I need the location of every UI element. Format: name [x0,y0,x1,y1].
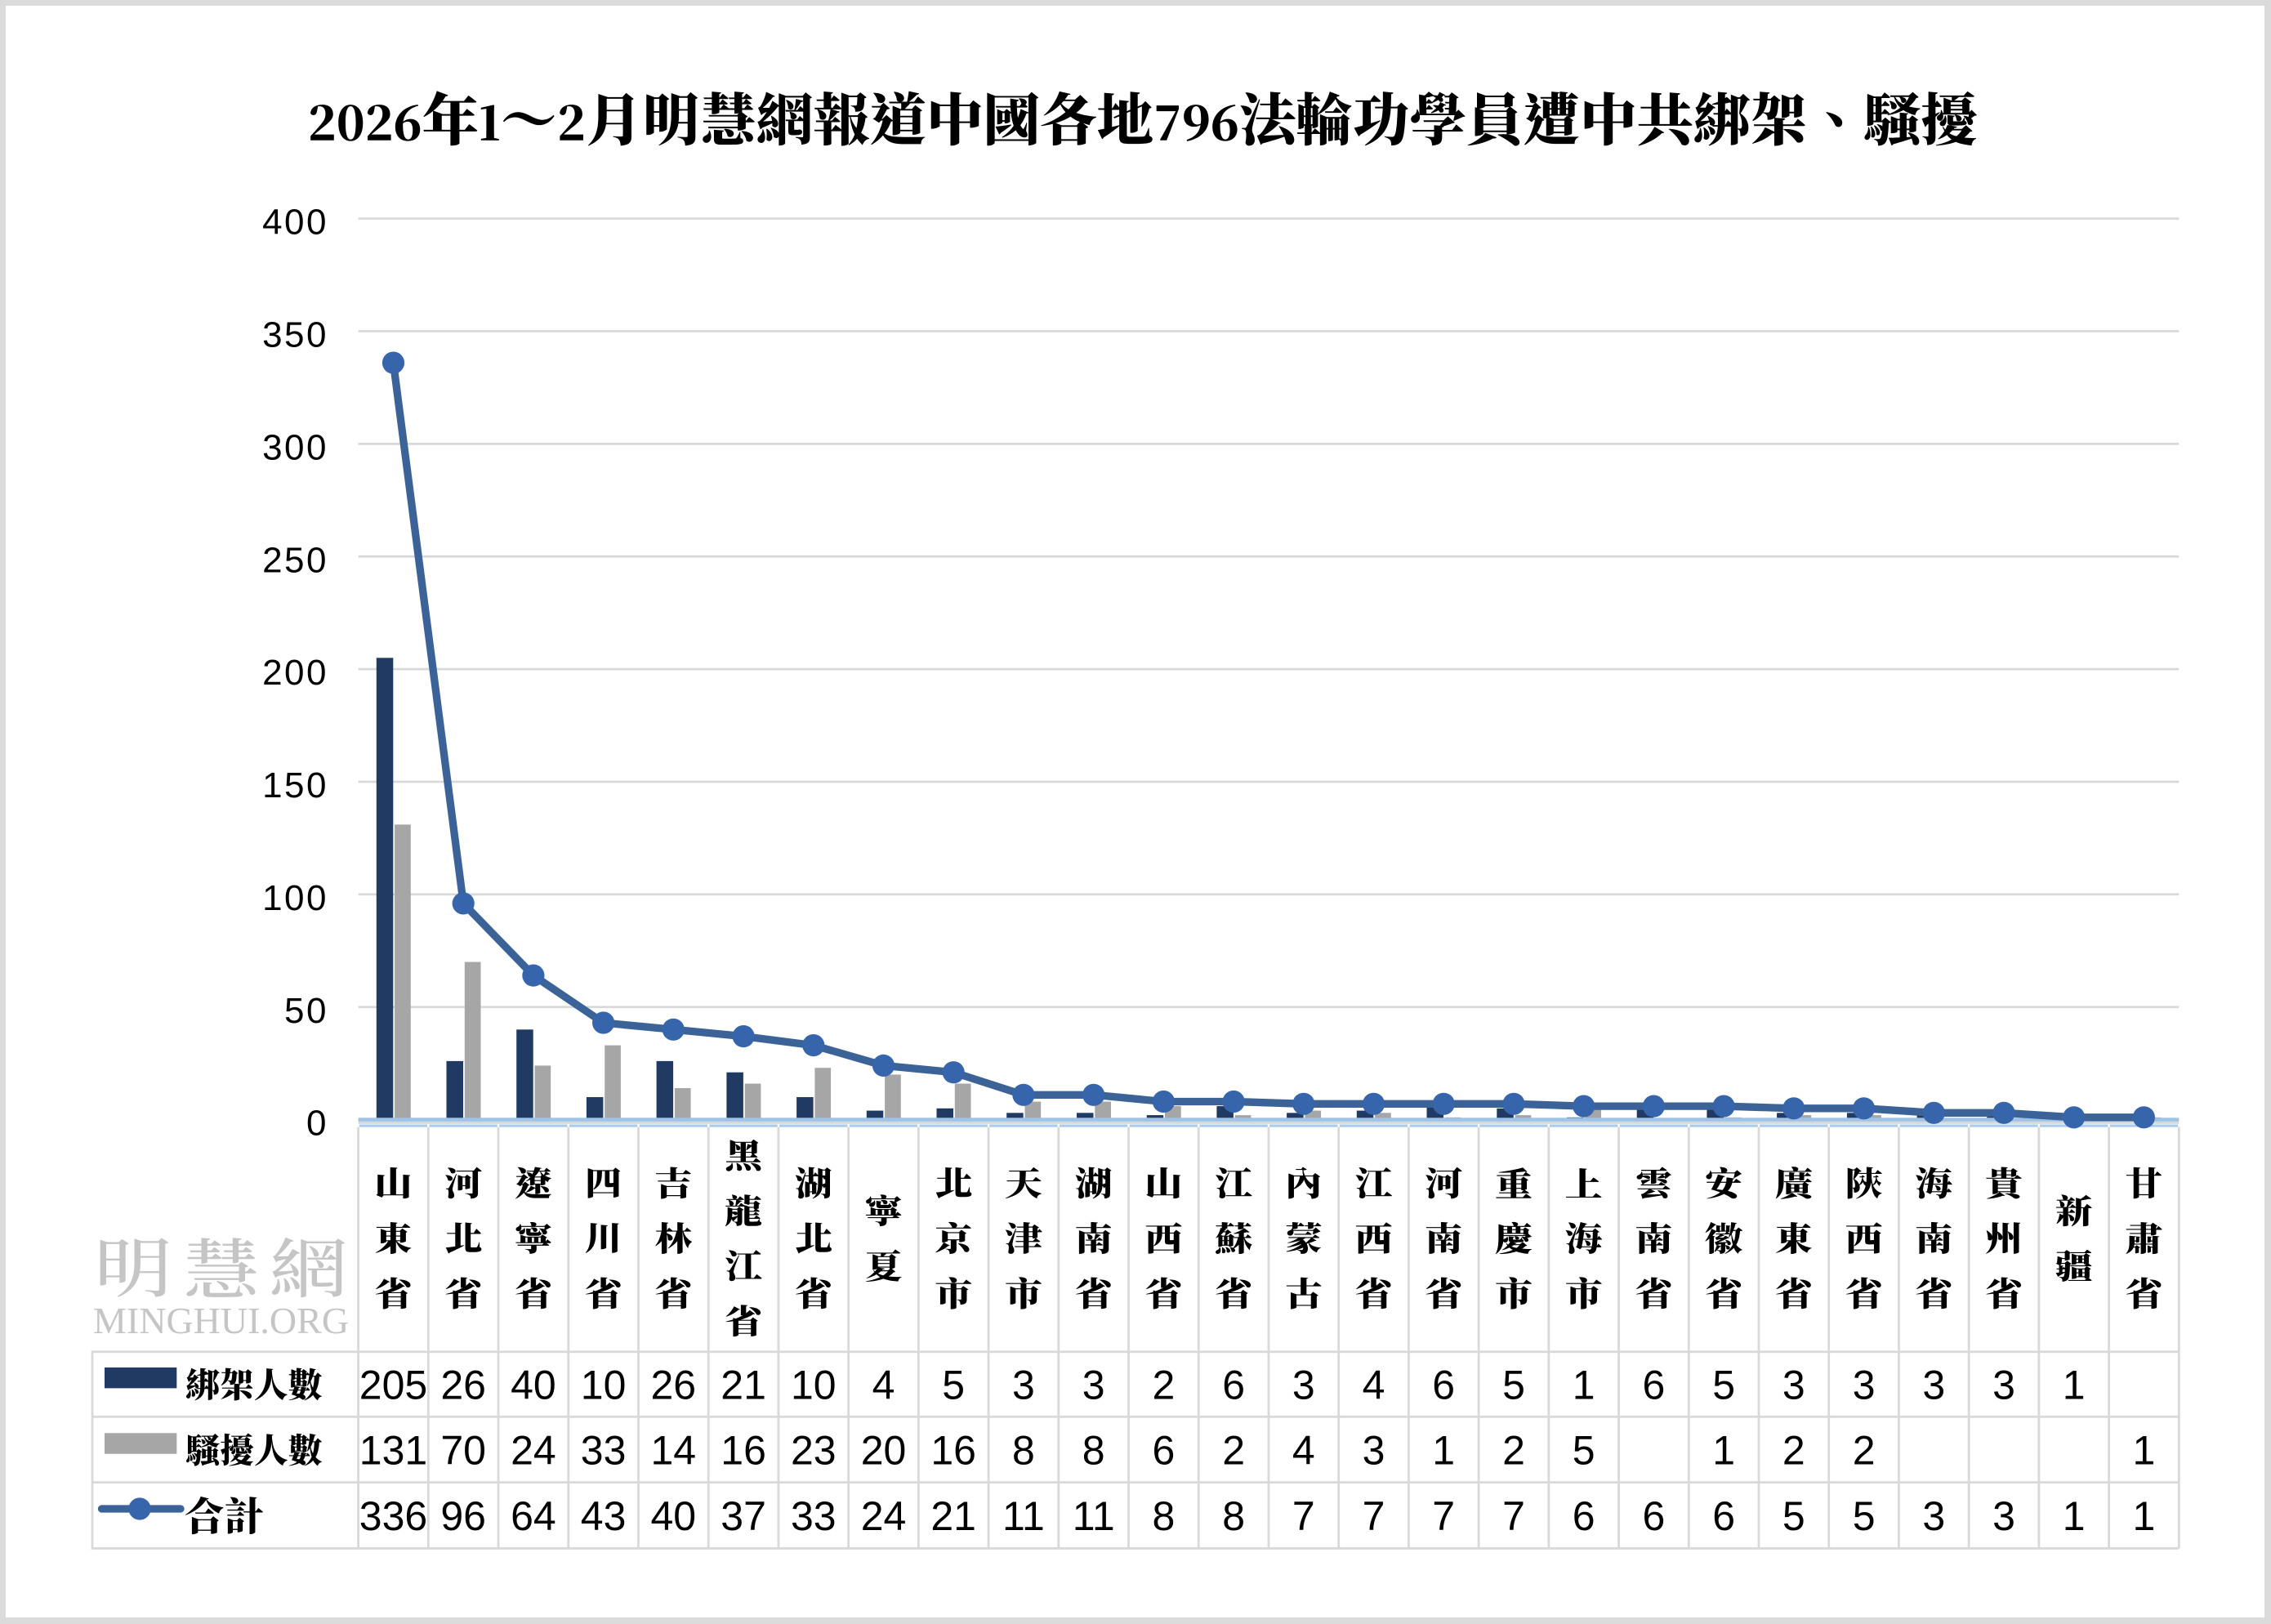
svg-text:10: 10 [581,1363,627,1408]
svg-text:33: 33 [581,1427,627,1473]
svg-text:1: 1 [1712,1427,1735,1473]
svg-text:8: 8 [1222,1493,1245,1539]
svg-text:150: 150 [262,765,328,805]
svg-text:200: 200 [262,653,328,693]
svg-text:11: 11 [1002,1493,1045,1539]
svg-text:26: 26 [440,1363,486,1408]
svg-text:3: 3 [1363,1427,1385,1473]
svg-text:3: 3 [1012,1363,1035,1408]
svg-text:14: 14 [650,1427,696,1473]
svg-text:43: 43 [581,1493,627,1539]
svg-text:2: 2 [1853,1427,1876,1473]
svg-text:2: 2 [1782,1427,1805,1473]
svg-text:7: 7 [1432,1493,1455,1539]
svg-text:40: 40 [511,1363,556,1408]
svg-text:20: 20 [861,1427,907,1473]
svg-text:3: 3 [1853,1363,1876,1408]
svg-text:6: 6 [1642,1363,1665,1408]
svg-text:3: 3 [1782,1363,1805,1408]
svg-text:3: 3 [1922,1493,1945,1539]
svg-text:11: 11 [1073,1493,1115,1539]
svg-text:96: 96 [440,1493,486,1539]
svg-text:5: 5 [1853,1493,1876,1539]
svg-text:16: 16 [721,1427,766,1473]
svg-text:3: 3 [1992,1493,2015,1539]
svg-text:6: 6 [1432,1363,1455,1408]
svg-text:6: 6 [1573,1493,1595,1539]
svg-text:5: 5 [1502,1363,1525,1408]
svg-text:21: 21 [721,1363,766,1408]
svg-text:205: 205 [359,1363,427,1408]
svg-text:10: 10 [791,1363,837,1408]
svg-text:23: 23 [791,1427,837,1473]
svg-text:1: 1 [2063,1363,2086,1408]
svg-text:3: 3 [1082,1363,1105,1408]
svg-text:2: 2 [1152,1363,1175,1408]
svg-text:24: 24 [861,1493,907,1539]
svg-text:5: 5 [1712,1363,1735,1408]
svg-text:336: 336 [359,1493,427,1539]
svg-text:6: 6 [1642,1493,1665,1539]
svg-text:6: 6 [1152,1427,1175,1473]
svg-text:6: 6 [1222,1363,1245,1408]
svg-text:3: 3 [1992,1363,2015,1408]
svg-text:1: 1 [1573,1363,1595,1408]
svg-text:7: 7 [1363,1493,1385,1539]
svg-text:3: 3 [1922,1363,1945,1408]
svg-text:37: 37 [721,1493,766,1539]
svg-text:MINGHUI.ORG: MINGHUI.ORG [93,1300,349,1341]
svg-text:64: 64 [511,1493,556,1539]
svg-text:6: 6 [1712,1493,1735,1539]
svg-text:4: 4 [872,1363,895,1408]
svg-text:250: 250 [262,540,328,580]
svg-text:400: 400 [262,203,328,243]
svg-text:1: 1 [1432,1427,1455,1473]
svg-text:26: 26 [650,1363,696,1408]
svg-text:0: 0 [306,1104,328,1144]
svg-text:4: 4 [1363,1363,1385,1408]
svg-text:3: 3 [1292,1363,1315,1408]
svg-text:1: 1 [2132,1493,2155,1539]
svg-text:5: 5 [1782,1493,1805,1539]
svg-text:8: 8 [1082,1427,1105,1473]
svg-text:100: 100 [262,878,328,918]
svg-text:300: 300 [262,427,328,467]
svg-text:16: 16 [930,1427,976,1473]
svg-text:40: 40 [650,1493,696,1539]
svg-text:350: 350 [262,315,328,355]
svg-text:8: 8 [1012,1427,1035,1473]
svg-text:33: 33 [791,1493,837,1539]
svg-text:1: 1 [2132,1427,2155,1473]
svg-text:1: 1 [2063,1493,2086,1539]
svg-text:8: 8 [1152,1493,1175,1539]
svg-text:5: 5 [942,1363,965,1408]
svg-text:70: 70 [440,1427,486,1473]
svg-text:7: 7 [1292,1493,1315,1539]
svg-text:2: 2 [1502,1427,1525,1473]
svg-text:21: 21 [930,1493,976,1539]
svg-text:2: 2 [1222,1427,1245,1473]
svg-text:4: 4 [1292,1427,1315,1473]
svg-text:50: 50 [284,991,328,1031]
svg-text:5: 5 [1573,1427,1595,1473]
svg-text:24: 24 [511,1427,556,1473]
svg-text:131: 131 [359,1427,427,1473]
svg-text:7: 7 [1502,1493,1525,1539]
